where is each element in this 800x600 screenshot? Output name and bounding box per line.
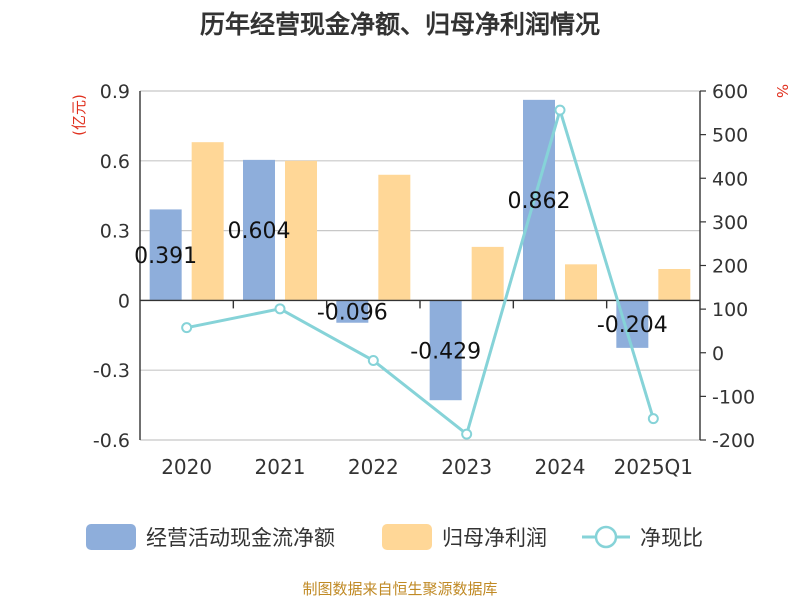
bar-net-profit bbox=[471, 246, 504, 301]
cash-flow-value-label: -0.096 bbox=[317, 301, 388, 326]
bar-net-profit bbox=[658, 268, 691, 301]
cash-flow-value-label: 0.391 bbox=[134, 244, 197, 269]
bar-cash-flow bbox=[243, 159, 275, 301]
right-tick-label: -100 bbox=[712, 386, 755, 408]
ratio-point bbox=[647, 413, 659, 425]
category-label: 2024 bbox=[535, 455, 586, 479]
ratio-line bbox=[181, 104, 659, 440]
data-labels: 0.391 0.604 -0.096 -0.429 0.862 -0.204 bbox=[134, 189, 668, 364]
legend: 经营活动现金流净额 归母净利润 净现比 bbox=[86, 524, 703, 550]
bar-net-profit bbox=[285, 160, 317, 301]
cash-flow-value-label: 0.604 bbox=[228, 219, 291, 244]
legend-swatch-ratio-marker bbox=[594, 525, 618, 549]
right-tick-label: 200 bbox=[712, 256, 748, 278]
right-tick-label: 500 bbox=[712, 125, 748, 147]
cash-flow-value-label: -0.204 bbox=[597, 313, 668, 338]
right-tick-label: 300 bbox=[712, 212, 748, 234]
left-tick-label: 0.3 bbox=[100, 221, 130, 243]
left-tick-label: -0.3 bbox=[93, 360, 130, 382]
legend-swatch-cash-flow bbox=[86, 524, 136, 550]
bar-net-profit bbox=[378, 174, 411, 301]
ratio-point bbox=[554, 104, 566, 116]
legend-label-cash-flow: 经营活动现金流净额 bbox=[146, 526, 335, 550]
right-tick-label: 400 bbox=[712, 168, 748, 190]
right-tick-label: 100 bbox=[712, 299, 748, 321]
category-label: 2021 bbox=[255, 455, 306, 479]
bar-net-profit bbox=[191, 142, 224, 301]
category-label: 2022 bbox=[348, 455, 399, 479]
ratio-point bbox=[461, 428, 473, 440]
left-axis-unit: (亿元) bbox=[70, 94, 88, 136]
bar-cash-flow bbox=[336, 300, 369, 323]
source-note: 制图数据来自恒生聚源数据库 bbox=[302, 580, 497, 598]
chart-title: 历年经营现金净额、归母净利润情况 bbox=[200, 10, 600, 39]
left-tick-label: 0.6 bbox=[100, 151, 130, 173]
axes: -0.6 -0.3 0 0.3 0.6 0.9 -200 -100 0 100 200 300 400 5… bbox=[93, 81, 755, 479]
category-label: 2020 bbox=[161, 455, 212, 479]
left-tick-label: 0.9 bbox=[100, 81, 130, 103]
bar-cash-flow bbox=[523, 99, 555, 301]
bar-cash-flow bbox=[616, 300, 649, 348]
cash-flow-value-label: 0.862 bbox=[508, 189, 571, 214]
ratio-point bbox=[274, 303, 286, 315]
bar-cash-flow bbox=[429, 300, 462, 401]
bars bbox=[149, 99, 691, 401]
ratio-line-path bbox=[186, 104, 655, 437]
left-tick-label: -0.6 bbox=[93, 430, 130, 452]
cash-flow-value-label: -0.429 bbox=[410, 339, 481, 364]
bar-net-profit bbox=[565, 264, 597, 301]
legend-label-net-profit: 归母净利润 bbox=[442, 526, 547, 550]
right-tick-label: 600 bbox=[712, 81, 748, 103]
category-label: 2023 bbox=[441, 455, 492, 479]
ratio-point bbox=[181, 322, 193, 334]
bar-cash-flow bbox=[149, 209, 182, 301]
legend-label-ratio: 净现比 bbox=[640, 526, 703, 550]
ratio-point bbox=[367, 355, 379, 367]
right-tick-label: -200 bbox=[712, 430, 755, 452]
legend-swatch-net-profit bbox=[382, 524, 432, 550]
category-label: 2025Q1 bbox=[614, 455, 693, 479]
right-axis-unit: % bbox=[773, 84, 791, 98]
gridlines bbox=[140, 90, 700, 441]
right-tick-label: 0 bbox=[712, 343, 724, 365]
left-tick-label: 0 bbox=[118, 290, 130, 312]
